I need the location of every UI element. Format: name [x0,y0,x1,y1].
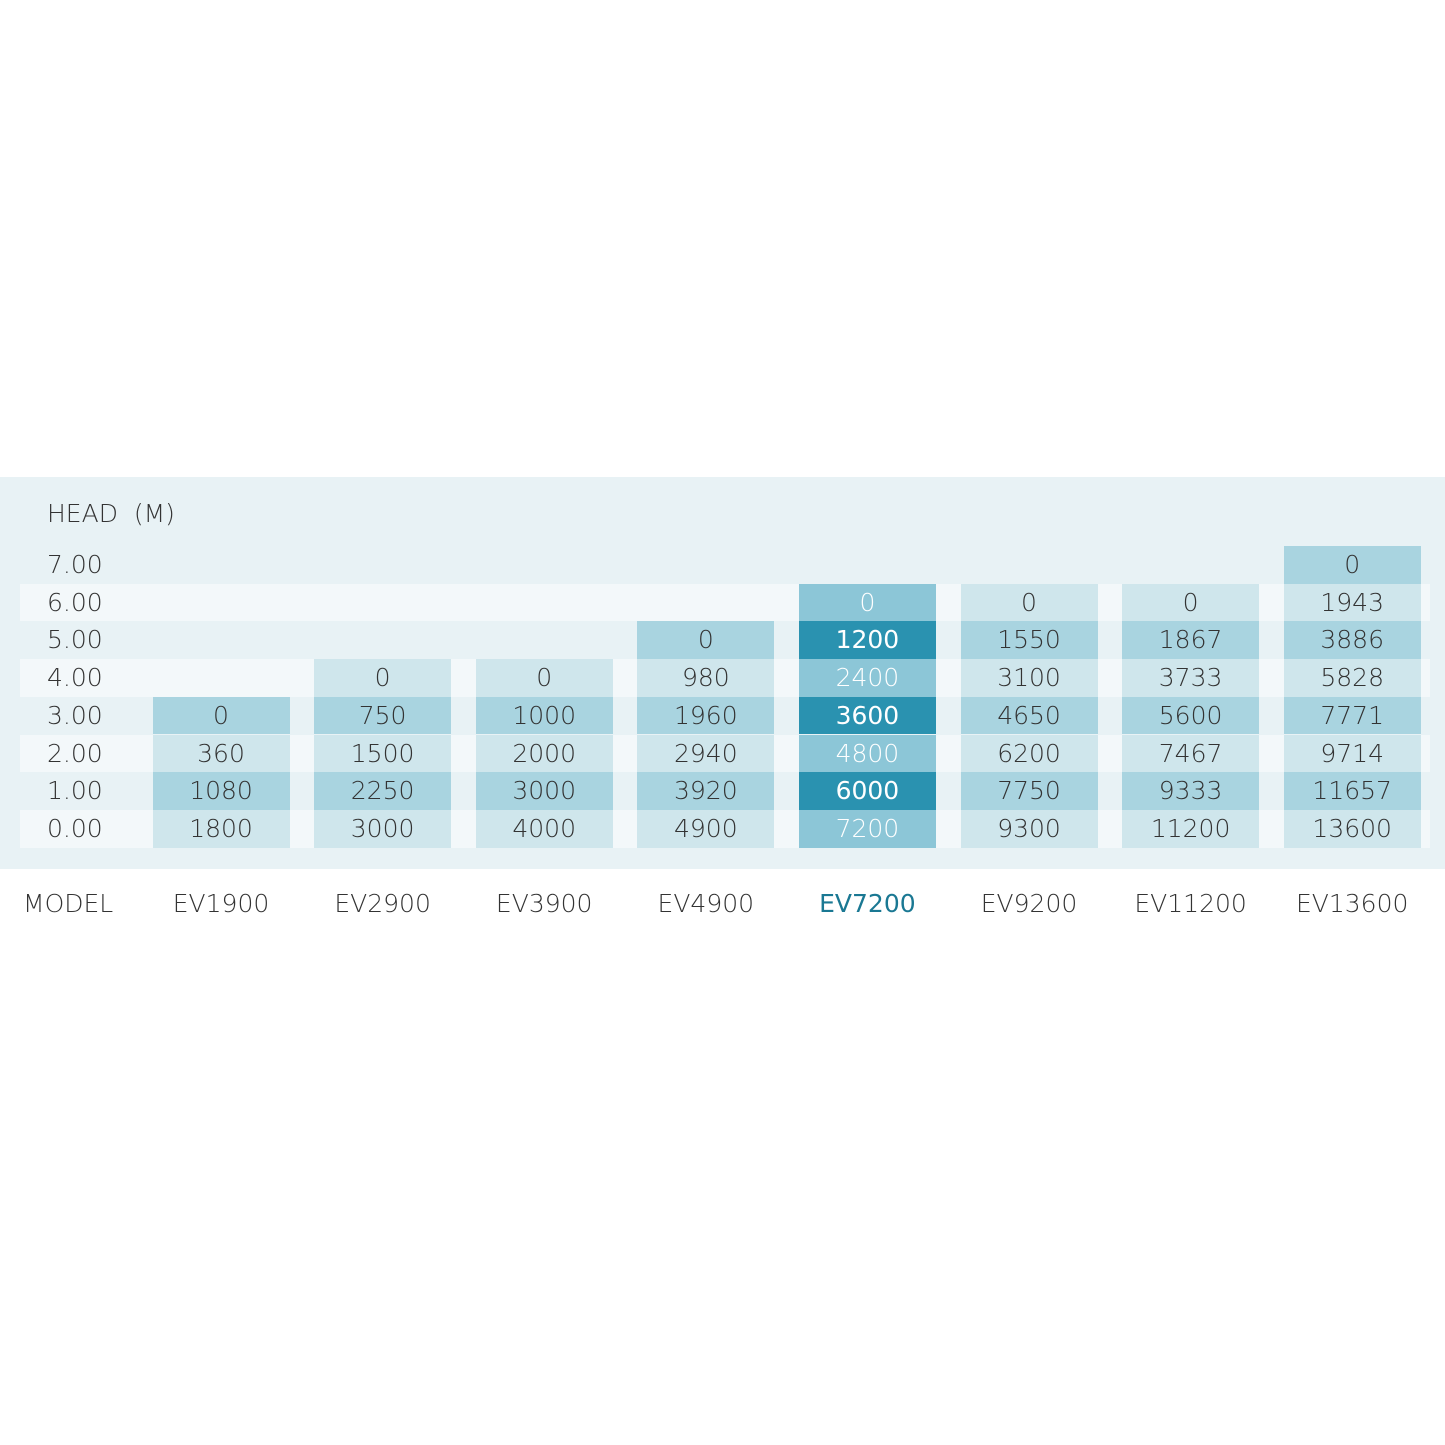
table-cell: 1500 [314,734,452,773]
head-value: 0.00 [47,813,103,843]
head-value: 3.00 [47,700,103,730]
table-cell: 4650 [960,696,1098,735]
table-cell: 13600 [1283,809,1421,848]
model-name: EV7200 [819,889,916,918]
head-value: 6.00 [47,587,103,617]
table-cell: 11200 [1122,809,1260,848]
table-cell: 1200 [798,621,936,660]
model-name: EV13600 [1295,889,1409,918]
table-cell: 750 [314,696,452,735]
table-cell: 3100 [960,659,1098,697]
table-cell: 4900 [637,809,775,848]
table-cell: 3000 [475,772,613,810]
table-cell: 4000 [475,809,613,848]
table-cell: 5828 [1283,659,1421,697]
table-cell: 7467 [1122,734,1260,773]
table-cell: 1800 [152,809,290,848]
table-cell: 3600 [798,696,936,735]
table-cell: 9714 [1283,734,1421,773]
table-cell: 3886 [1283,621,1421,660]
table-cell: 2400 [798,659,936,697]
table-cell: 1000 [475,696,613,735]
table-cell: 7771 [1283,696,1421,735]
head-value: 4.00 [47,663,103,693]
model-name: EV4900 [657,889,755,918]
model-name: EV2900 [334,889,431,918]
table-cell: 0 [152,696,290,735]
model-name: EV9200 [980,889,1078,918]
table-cell: 9333 [1122,772,1260,810]
head-value: 2.00 [47,738,103,768]
table-cell: 6200 [960,734,1098,773]
model-name: EV11200 [1134,889,1247,918]
table-cell: 1943 [1283,583,1421,622]
table-cell: 3733 [1122,659,1260,697]
table-cell: 5600 [1122,696,1260,735]
table-cell: 4800 [798,734,936,773]
table-cell: 1960 [637,696,775,735]
table-cell: 9300 [960,809,1098,848]
table-cell: 0 [1283,546,1421,584]
table-cell: 11657 [1283,772,1421,810]
table-cell: 360 [152,734,290,773]
table-cell: 7200 [798,809,936,848]
head-value: 1.00 [47,776,103,806]
table-cell: 3000 [314,809,452,848]
head-value: 5.00 [47,625,103,655]
table-cell: 1080 [152,772,290,810]
model-label: MODEL [23,889,114,918]
table-cell: 7750 [960,772,1098,810]
table-cell: 0 [475,659,613,697]
model-name: EV3900 [495,889,593,918]
model-name: EV1900 [172,889,270,918]
table-cell: 980 [637,659,775,697]
table-cell: 2000 [475,734,613,773]
table-cell: 1867 [1122,621,1260,660]
table-cell: 0 [960,583,1098,622]
table-cell: 2250 [314,772,452,810]
table-cell: 3920 [637,772,775,810]
table-cell: 0 [637,621,775,660]
table-cell: 2940 [637,734,775,773]
table-cell: 0 [1122,583,1260,622]
table-cell: 0 [798,583,936,622]
header-label: HEAD (M) [47,499,175,528]
table-cell: 6000 [798,772,936,810]
table-cell: 0 [314,659,452,697]
head-value: 7.00 [47,550,103,579]
table-cell: 1550 [960,621,1098,660]
